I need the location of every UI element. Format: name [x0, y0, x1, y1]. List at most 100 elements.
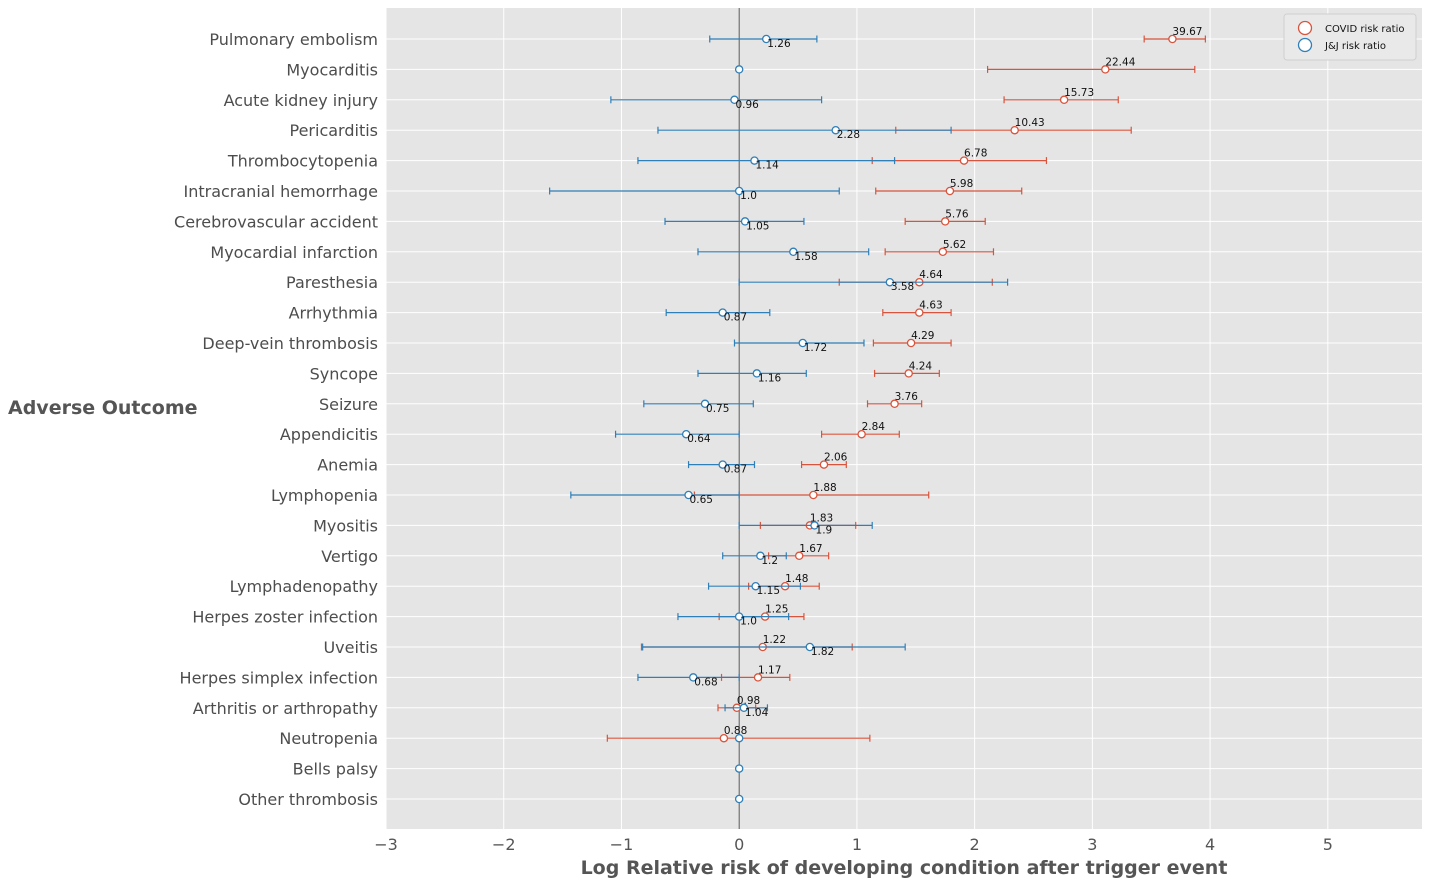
labels-layer: −3 −2 −1 0 1 2 3 4 5 Pulmonary embolism Myocarditi… — [174, 30, 1333, 854]
category-label: Intracranial hemorrhage — [183, 182, 378, 201]
data-point — [700, 399, 710, 409]
data-label: 5.62 — [943, 239, 966, 251]
category-label: Thrombocytopenia — [227, 152, 378, 171]
data-point — [753, 673, 763, 682]
plot-background — [386, 8, 1422, 829]
data-label: 0.87 — [724, 312, 747, 324]
category-label: Cerebrovascular accident — [174, 212, 378, 231]
category-label: Arthritis or arthropathy — [193, 699, 378, 718]
data-label: 4.29 — [911, 330, 934, 342]
data-point — [857, 429, 866, 439]
x-axis-title: Log Relative risk of developing conditio… — [581, 857, 1228, 879]
data-label: 2.28 — [837, 129, 860, 141]
data-point — [789, 247, 798, 257]
data-point — [938, 247, 948, 257]
data-point — [719, 733, 729, 743]
data-label: 5.98 — [950, 178, 973, 190]
data-label: 3.58 — [891, 281, 914, 293]
data-point — [906, 338, 916, 348]
data-label: 1.25 — [765, 604, 788, 616]
data-point — [734, 764, 744, 773]
data-point — [831, 125, 840, 135]
data-label: 1.0 — [740, 190, 757, 202]
data-point — [718, 460, 727, 469]
category-label: Bells palsy — [293, 760, 378, 779]
category-label: Paresthesia — [286, 273, 378, 292]
data-point — [718, 308, 727, 317]
data-point — [1101, 65, 1110, 74]
legend-jj-label: J&J risk ratio — [1324, 41, 1386, 52]
data-label: 4.24 — [909, 360, 933, 372]
data-point — [915, 308, 924, 317]
data-label: 0.64 — [687, 433, 711, 445]
data-point — [945, 186, 955, 196]
x-tick-label: 1 — [852, 835, 862, 854]
data-label: 1.67 — [799, 543, 822, 555]
legend-jj-marker — [1297, 37, 1313, 53]
x-tick-label: 5 — [1323, 835, 1333, 854]
category-label: Herpes simplex infection — [180, 668, 378, 687]
data-point — [684, 490, 693, 500]
data-point — [739, 703, 749, 713]
data-point — [1010, 125, 1019, 135]
category-label: Appendicitis — [280, 425, 378, 444]
legend-covid-marker — [1297, 20, 1313, 36]
data-point — [810, 521, 819, 530]
data-point — [751, 581, 760, 591]
legend: COVID risk ratio J&J risk ratio — [1283, 13, 1417, 61]
legend-covid-label: COVID risk ratio — [1325, 24, 1404, 35]
data-point — [734, 612, 744, 621]
data-label: 15.73 — [1064, 87, 1094, 99]
category-label: Deep-vein thrombosis — [202, 334, 378, 353]
category-label: Uveitis — [323, 638, 378, 657]
data-label: 1.9 — [816, 524, 833, 536]
data-label: 1.15 — [757, 585, 780, 597]
category-label: Acute kidney injury — [224, 91, 378, 110]
data-label: 1.58 — [794, 251, 817, 263]
data-point — [959, 156, 969, 165]
data-label: 1.22 — [763, 634, 786, 646]
category-label: Anemia — [317, 456, 378, 475]
category-label: Pericarditis — [290, 121, 379, 140]
x-tick-label: −1 — [610, 835, 634, 854]
data-label: 0.96 — [735, 99, 759, 111]
data-point — [798, 338, 808, 348]
data-label: 0.87 — [724, 464, 747, 476]
category-label: Syncope — [310, 364, 378, 383]
data-point — [752, 369, 762, 378]
data-label: 4.64 — [919, 269, 943, 281]
data-point — [689, 673, 698, 682]
data-label: 1.04 — [745, 707, 769, 719]
data-point — [940, 217, 950, 226]
series-layer: 39.67 22.44 15.73 10.43 6.78 5.98 5.76 5.62 4.64… — [549, 26, 1206, 804]
data-label: 1.0 — [740, 616, 757, 628]
data-label: 0.65 — [690, 494, 713, 506]
data-label: 5.76 — [945, 208, 969, 220]
data-point — [734, 794, 744, 804]
category-label: Lymphopenia — [271, 486, 378, 505]
data-point — [904, 369, 913, 378]
data-point — [734, 733, 744, 743]
data-label: 0.68 — [694, 676, 717, 688]
category-label: Myocardial infarction — [210, 243, 378, 262]
category-label: Lymphadenopathy — [230, 577, 378, 596]
category-label: Seizure — [319, 395, 378, 414]
data-label: 1.72 — [804, 342, 827, 354]
x-tick-label: 0 — [734, 835, 744, 854]
category-label: Herpes zoster infection — [192, 608, 378, 627]
data-label: 0.98 — [737, 695, 760, 707]
data-label: 6.78 — [964, 148, 987, 160]
x-tick-label: −3 — [374, 835, 398, 854]
category-label: Pulmonary embolism — [209, 30, 378, 49]
x-tick-label: −2 — [492, 835, 516, 854]
data-point — [681, 429, 691, 439]
legend-box — [1283, 13, 1417, 61]
data-label: 1.2 — [761, 555, 778, 567]
category-label: Myositis — [313, 516, 378, 535]
data-point — [794, 551, 804, 561]
data-point — [819, 460, 829, 469]
data-point — [734, 65, 744, 74]
series-jj: 1.26 0.96 2.28 1.14 1.0 1.05 1.58 3.58 0.87 1.72 1… — [549, 34, 1009, 804]
